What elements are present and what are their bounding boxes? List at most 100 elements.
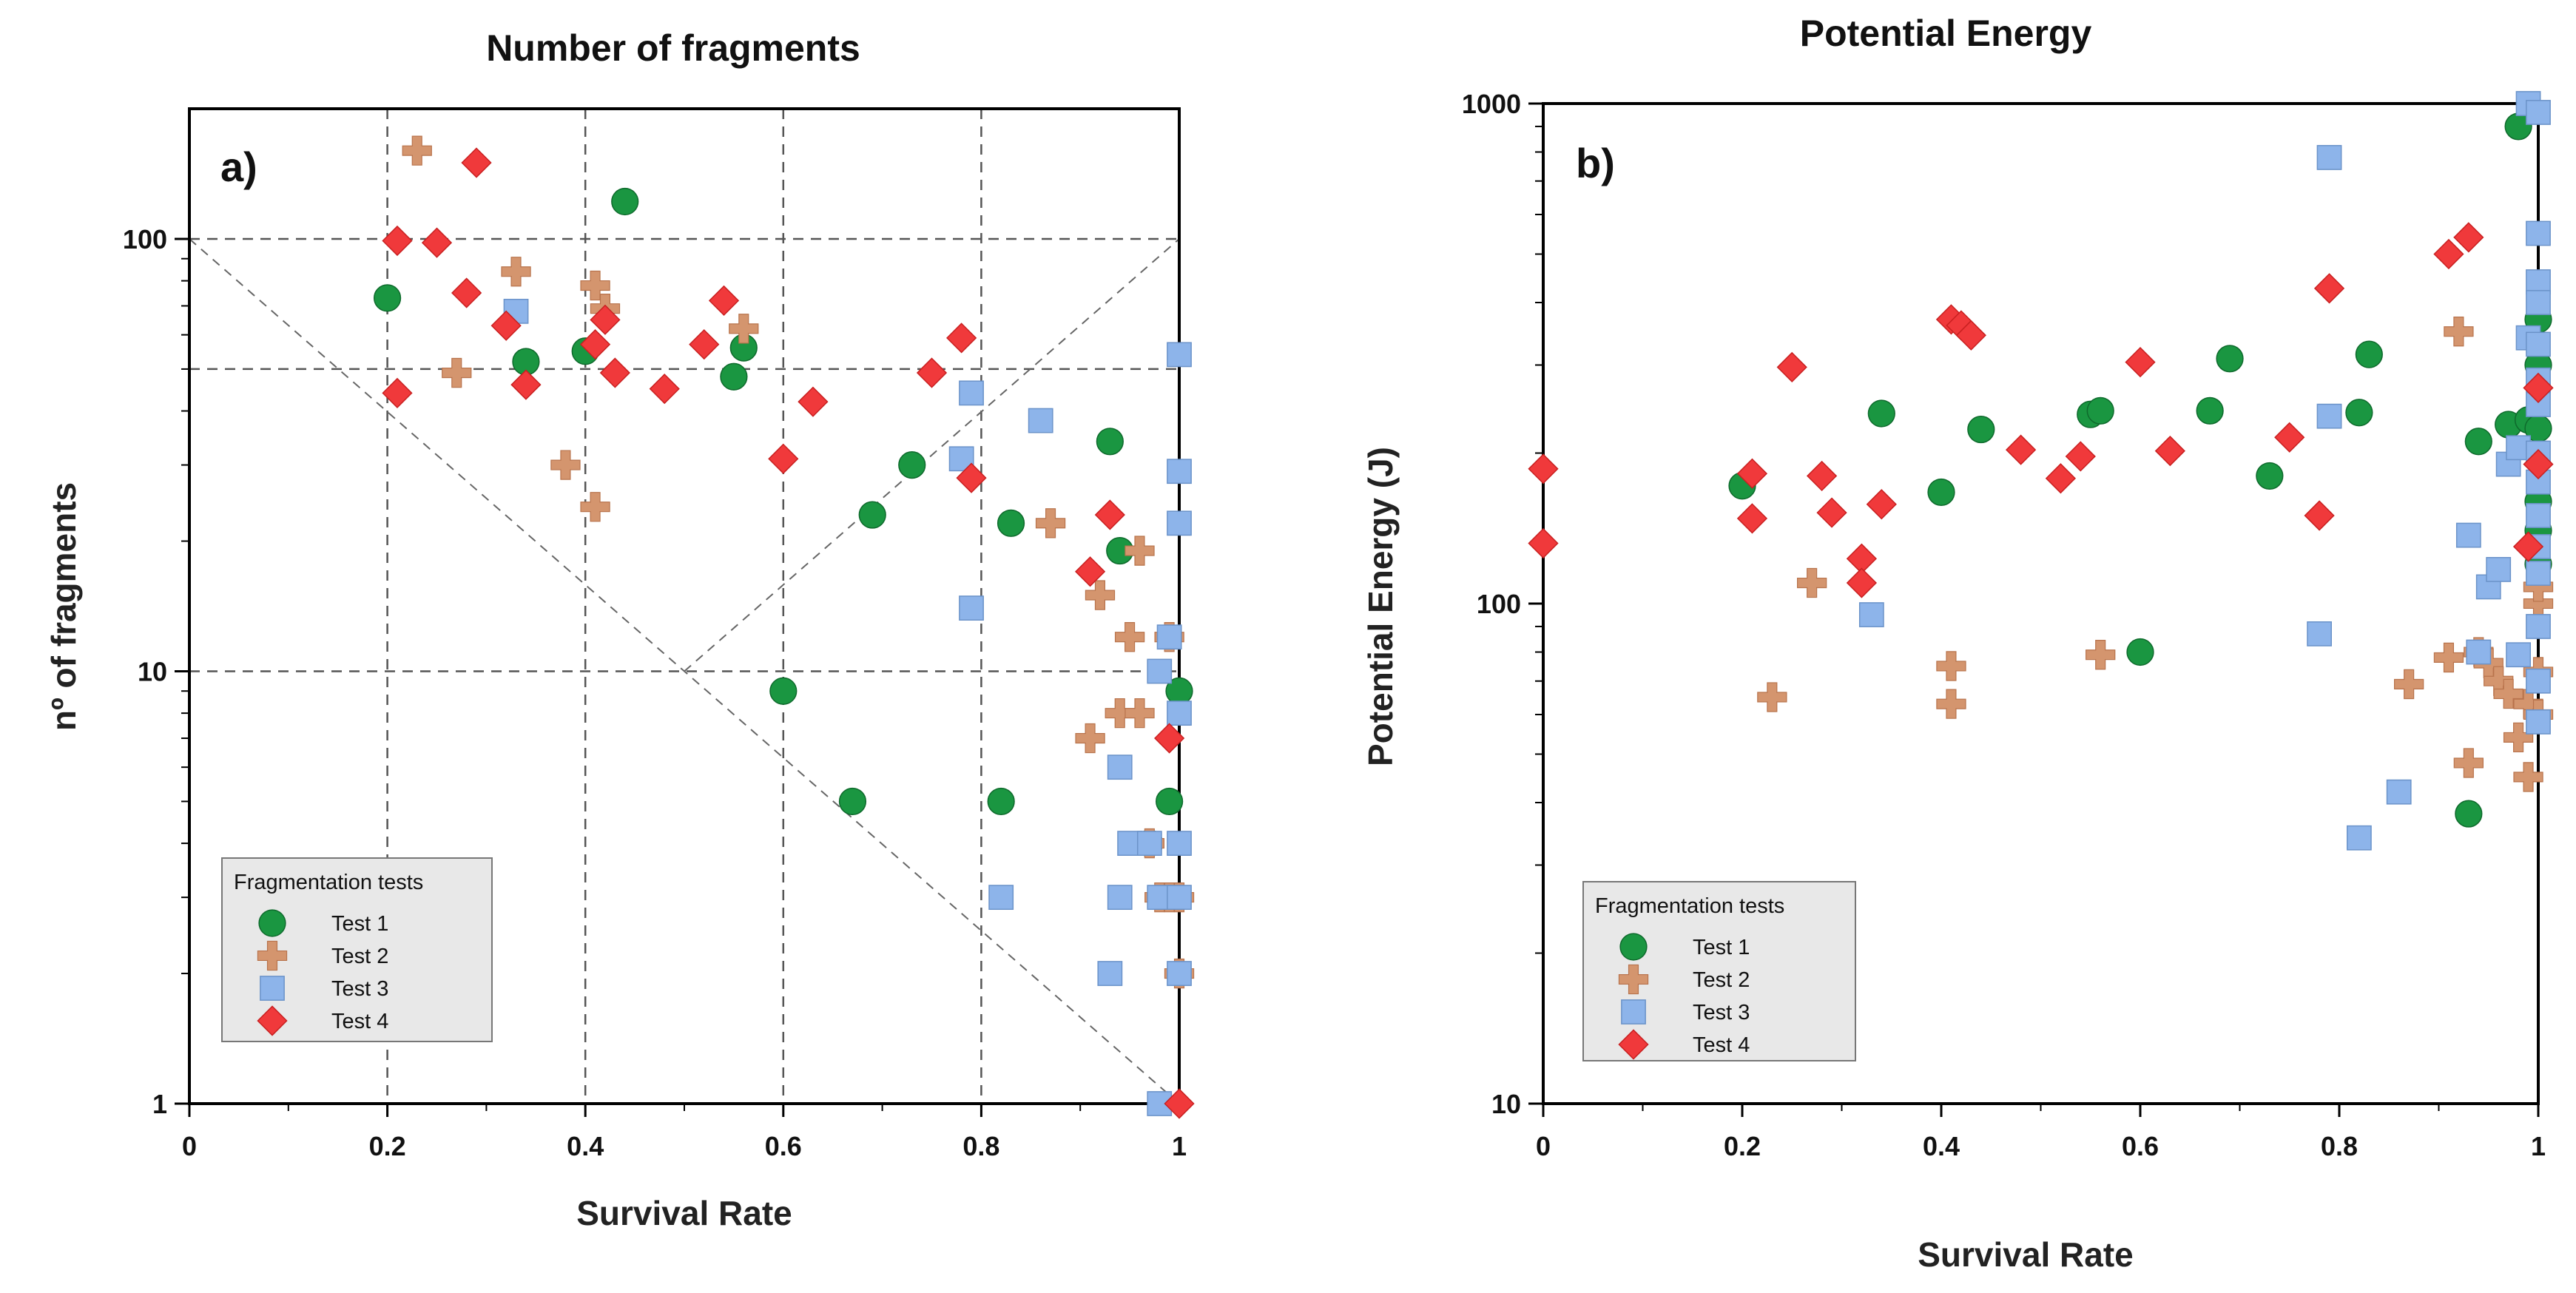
panel-b-point-test-2-6 bbox=[2433, 642, 2464, 673]
panel-a-xtick-label-0-2: 0.2 bbox=[369, 1131, 406, 1161]
panel-b-point-test-2-12 bbox=[2493, 678, 2523, 709]
panel-a-point-test-1-6 bbox=[769, 677, 798, 705]
panel-b-point-test-1-1 bbox=[1867, 399, 1895, 428]
panel-b-point-test-2-3 bbox=[1936, 689, 1966, 719]
panel-a-diagonal-guides bbox=[189, 238, 1180, 1104]
panel-a-point-test-4-0 bbox=[382, 225, 413, 257]
panel-a-point-test-2-12 bbox=[1114, 622, 1145, 652]
panel-a-point-test-3-4 bbox=[988, 885, 1014, 911]
panel-a-title: Number of fragments bbox=[486, 27, 860, 69]
panel-b-xtick-label-0-4: 0.4 bbox=[1923, 1131, 1960, 1161]
panel-a-point-test-4-11 bbox=[689, 329, 720, 360]
panel-b-legend-entry-test-1: Test 1 bbox=[1693, 936, 1750, 959]
panel-a-point-test-2-14 bbox=[1125, 698, 1155, 729]
panel-b-point-test-3-28 bbox=[2526, 668, 2551, 694]
panel-b-point-test-3-16 bbox=[2526, 220, 2551, 246]
panel-b-point-test-4-9 bbox=[1866, 489, 1897, 520]
panel-a-point-test-3-21 bbox=[1167, 961, 1192, 986]
panel-a-point-test-4-4 bbox=[461, 147, 492, 178]
panel-b-label: b) bbox=[1576, 140, 1615, 186]
panel-b-point-test-4-19 bbox=[2304, 500, 2335, 531]
panel-a-point-test-4-21 bbox=[1164, 1088, 1195, 1119]
panel-b-point-test-4-21 bbox=[2433, 238, 2464, 270]
panel-a-point-test-4-17 bbox=[956, 462, 987, 493]
panel-b-point-test-4-2 bbox=[1736, 458, 1768, 489]
panel-b-point-test-2-8 bbox=[2453, 748, 2484, 778]
panel-a-legend-entry-test-2: Test 2 bbox=[331, 945, 388, 968]
panel-a-point-test-1-8 bbox=[858, 501, 886, 529]
panel-a-point-test-3-3 bbox=[959, 595, 984, 621]
panel-a-xtick-label-0-8: 0.8 bbox=[962, 1131, 999, 1161]
panel-a-point-test-3-8 bbox=[1107, 754, 1133, 780]
panel-b-point-test-4-6 bbox=[1816, 497, 1847, 528]
panel-b-legend-entry-test-2: Test 2 bbox=[1693, 968, 1750, 992]
panel-a-point-test-3-18 bbox=[1167, 700, 1192, 726]
panel-b-point-test-4-24 bbox=[2523, 372, 2554, 404]
panel-a-point-test-4-5 bbox=[490, 310, 522, 341]
panel-a-legend-entry-test-1: Test 1 bbox=[331, 912, 388, 936]
panel-a-point-test-2-11 bbox=[1105, 698, 1135, 729]
panel-a-point-test-3-17 bbox=[1167, 510, 1192, 536]
panel-b-point-test-4-4 bbox=[1776, 351, 1807, 383]
panel-a-point-test-2-7 bbox=[729, 314, 759, 344]
panel-a-legend-entry-test-4: Test 4 bbox=[331, 1010, 388, 1033]
panel-b-point-test-2-5 bbox=[2394, 669, 2424, 700]
panel-a-data-points bbox=[373, 135, 1195, 1119]
panel-b-point-test-1-8 bbox=[2216, 345, 2244, 373]
panel-b-point-test-4-14 bbox=[2045, 463, 2077, 494]
panel-b-xtick-label-0-6: 0.6 bbox=[2122, 1131, 2159, 1161]
panel-b-point-test-3-4 bbox=[2347, 825, 2372, 851]
panel-a-point-test-4-15 bbox=[916, 357, 948, 388]
panel-b-point-test-4-0 bbox=[1528, 453, 1559, 485]
panel-a-y-axis-label: nº of fragments bbox=[44, 482, 83, 731]
panel-b-ytick-label-100: 100 bbox=[1477, 589, 1521, 619]
panel-a-legend-marker-test-1 bbox=[258, 909, 286, 937]
panel-b-point-test-2-1 bbox=[1797, 567, 1827, 598]
panel-a-point-test-4-20 bbox=[1154, 723, 1185, 754]
panel-b-point-test-3-24 bbox=[2526, 503, 2551, 528]
panel-a-ytick-label-100: 100 bbox=[123, 224, 167, 254]
panel-b-point-test-3-7 bbox=[2466, 639, 2492, 665]
panel-a-x-axis-label: Survival Rate bbox=[576, 1194, 792, 1232]
panel-a-point-test-4-1 bbox=[382, 377, 413, 408]
panel-b-point-test-3-1 bbox=[2307, 621, 2332, 646]
panel-b-data-points bbox=[1528, 91, 2554, 851]
panel-b-xtick-label-0-2: 0.2 bbox=[1724, 1131, 1761, 1161]
panel-b-point-test-2-15 bbox=[2513, 762, 2543, 792]
panel-a-point-test-3-7 bbox=[1107, 885, 1133, 911]
panel-a-point-test-4-13 bbox=[768, 443, 799, 474]
panel-b-point-test-4-13 bbox=[2005, 434, 2037, 465]
panel-a-point-test-2-5 bbox=[580, 492, 610, 522]
panel-a-point-test-2-13 bbox=[1125, 536, 1155, 566]
panel-b-point-test-4-22 bbox=[2453, 222, 2484, 253]
panel-b-point-test-3-18 bbox=[2526, 290, 2551, 315]
panel-a-point-test-3-15 bbox=[1167, 342, 1192, 368]
panel-b-point-test-4-12 bbox=[1955, 320, 1986, 351]
panel-a-point-test-2-10 bbox=[1085, 580, 1116, 610]
panel-b-point-test-4-23 bbox=[2512, 531, 2544, 562]
panel-a-point-test-3-12 bbox=[1147, 658, 1173, 684]
panel-b-point-test-3-19 bbox=[2526, 331, 2551, 357]
panel-a-point-test-2-1 bbox=[442, 357, 472, 388]
panel-b-point-test-3-29 bbox=[2526, 709, 2551, 735]
panel-a-xtick-label-0: 0 bbox=[182, 1131, 197, 1161]
panel-b-point-test-4-1 bbox=[1528, 527, 1559, 559]
panel-a-point-test-4-6 bbox=[510, 369, 542, 400]
panel-b-legend-marker-test-4 bbox=[1618, 1029, 1649, 1060]
panel-a-point-test-4-14 bbox=[798, 386, 829, 417]
panel-a-point-test-1-9 bbox=[898, 450, 926, 479]
panel-a-legend-marker-test-3 bbox=[260, 976, 285, 1001]
panel-a-point-test-4-2 bbox=[421, 227, 453, 258]
panel-b-point-test-3-0 bbox=[1858, 602, 1884, 627]
panel-b-point-test-2-2 bbox=[1936, 651, 1966, 681]
panel-a-xtick-label-1: 1 bbox=[1172, 1131, 1187, 1161]
panel-b-point-test-3-26 bbox=[2526, 561, 2551, 586]
panel-b-point-test-4-18 bbox=[2274, 422, 2305, 453]
panel-b-point-test-3-6 bbox=[2455, 522, 2481, 548]
panel-a-diagonal-ascending bbox=[684, 238, 1180, 672]
panel-b-point-test-3-17 bbox=[2526, 269, 2551, 294]
panel-a-ytick-label-1: 1 bbox=[152, 1089, 167, 1119]
panel-a-ytick-label-10: 10 bbox=[138, 656, 167, 686]
panel-b-point-test-4-3 bbox=[1736, 503, 1768, 534]
